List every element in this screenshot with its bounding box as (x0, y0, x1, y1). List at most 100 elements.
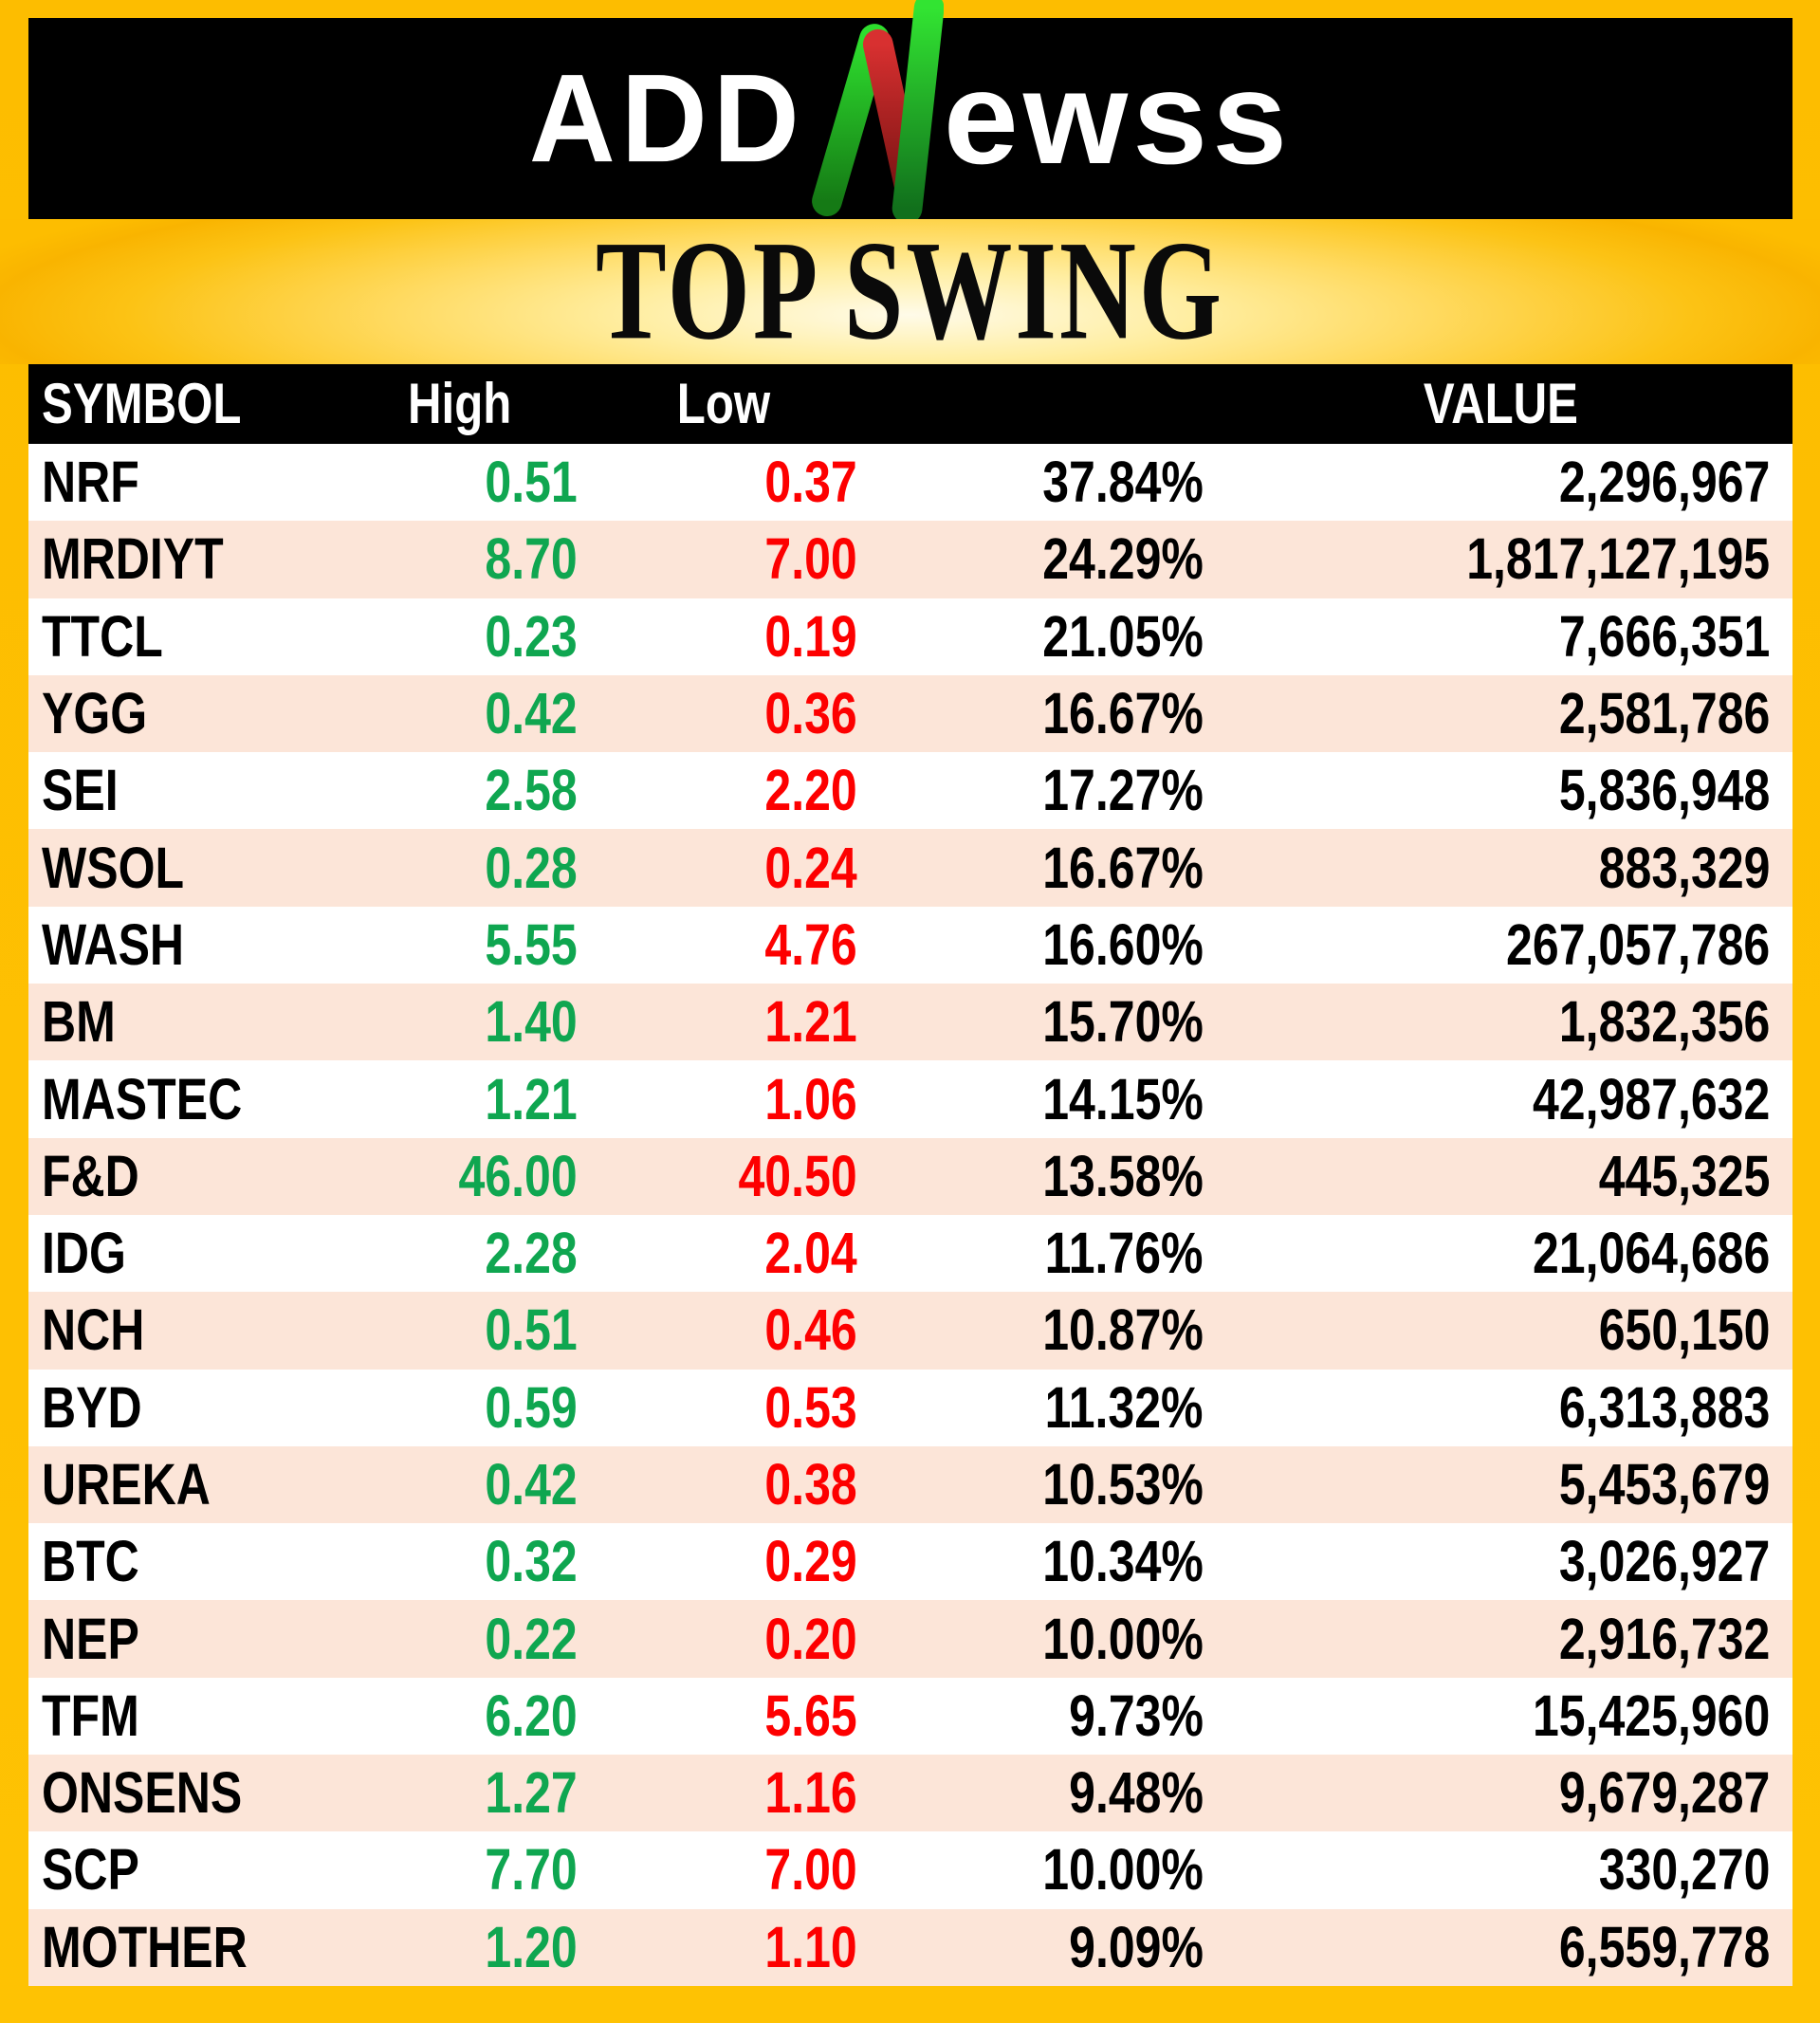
table-row: WASH 5.55 4.76 16.60% 267,057,786 (28, 906, 1792, 984)
high-cell: 5.55 (485, 911, 578, 977)
logo-ewss-text: ewss (943, 44, 1293, 193)
swing-cell: 11.32% (1045, 1374, 1204, 1440)
value-cell: 5,836,948 (1558, 758, 1770, 823)
column-header-swing (863, 395, 1209, 413)
high-cell: 1.21 (485, 1066, 578, 1131)
table-row: MOTHER 1.20 1.10 9.09% 6,559,778 (28, 1908, 1792, 1986)
table-row: YGG 0.42 0.36 16.67% 2,581,786 (28, 674, 1792, 753)
symbol-cell: SEI (42, 758, 119, 823)
symbol-cell: BYD (42, 1374, 142, 1440)
high-cell: 8.70 (485, 526, 578, 592)
value-cell: 1,832,356 (1558, 989, 1770, 1055)
logo-add-text: ADD (528, 47, 805, 189)
low-cell: 0.19 (764, 603, 857, 669)
value-cell: 445,325 (1598, 1143, 1770, 1208)
value-cell: 9,679,287 (1558, 1760, 1770, 1826)
low-cell: 0.20 (764, 1606, 857, 1671)
swing-cell: 17.27% (1042, 758, 1204, 823)
symbol-cell: UREKA (42, 1452, 211, 1517)
swing-cell: 10.87% (1042, 1297, 1204, 1363)
table-row: ONSENS 1.27 1.16 9.48% 9,679,287 (28, 1755, 1792, 1832)
low-cell: 0.29 (764, 1529, 857, 1594)
logo-candlestick-n-icon (811, 0, 944, 224)
symbol-cell: IDG (42, 1221, 126, 1286)
high-cell: 0.51 (485, 450, 578, 515)
symbol-cell: NCH (42, 1297, 145, 1363)
high-cell: 0.51 (485, 1297, 578, 1363)
table-row: TFM 6.20 5.65 9.73% 15,425,960 (28, 1677, 1792, 1756)
column-header-high: High (408, 372, 512, 435)
value-cell: 1,817,127,195 (1466, 526, 1770, 592)
swing-cell: 9.73% (1069, 1683, 1204, 1748)
swing-cell: 11.76% (1045, 1221, 1204, 1286)
table-row: NEP 0.22 0.20 10.00% 2,916,732 (28, 1600, 1792, 1678)
page-title: TOP SWING (596, 211, 1224, 370)
column-header-symbol: SYMBOL (42, 372, 242, 435)
table-row: MRDIYT 8.70 7.00 24.29% 1,817,127,195 (28, 521, 1792, 598)
high-cell: 1.20 (485, 1914, 578, 1979)
table-row: SEI 2.58 2.20 17.27% 5,836,948 (28, 752, 1792, 830)
high-cell: 6.20 (485, 1683, 578, 1748)
symbol-cell: BTC (42, 1529, 139, 1594)
table-row: SCP 7.70 7.00 10.00% 330,270 (28, 1831, 1792, 1909)
swing-cell: 10.34% (1042, 1529, 1204, 1594)
low-cell: 0.24 (764, 835, 857, 900)
table-row: NRF 0.51 0.37 37.84% 2,296,967 (28, 444, 1792, 522)
table-row: UREKA 0.42 0.38 10.53% 5,453,679 (28, 1445, 1792, 1524)
value-cell: 42,987,632 (1532, 1066, 1770, 1131)
low-cell: 5.65 (764, 1683, 857, 1748)
column-header-low: Low (676, 372, 770, 435)
value-cell: 3,026,927 (1558, 1529, 1770, 1594)
low-cell: 1.10 (764, 1914, 857, 1979)
swing-table: SYMBOL High Low VALUE NRF 0.51 0.37 37.8… (28, 364, 1792, 1986)
high-cell: 46.00 (458, 1143, 578, 1208)
value-cell: 6,313,883 (1558, 1374, 1770, 1440)
value-cell: 6,559,778 (1558, 1914, 1770, 1979)
symbol-cell: NRF (42, 450, 139, 515)
swing-cell: 16.60% (1042, 911, 1204, 977)
value-cell: 267,057,786 (1505, 911, 1770, 977)
high-cell: 7.70 (485, 1837, 578, 1903)
symbol-cell: MRDIYT (42, 526, 224, 592)
low-cell: 2.04 (764, 1221, 857, 1286)
table-row: WSOL 0.28 0.24 16.67% 883,329 (28, 829, 1792, 907)
value-cell: 650,150 (1598, 1297, 1770, 1363)
table-row: BTC 0.32 0.29 10.34% 3,026,927 (28, 1523, 1792, 1601)
symbol-cell: BM (42, 989, 116, 1055)
value-cell: 2,916,732 (1558, 1606, 1770, 1671)
swing-cell: 14.15% (1042, 1066, 1204, 1131)
low-cell: 40.50 (738, 1143, 857, 1208)
table-row: IDG 2.28 2.04 11.76% 21,064,686 (28, 1214, 1792, 1293)
swing-cell: 10.00% (1042, 1837, 1204, 1903)
high-cell: 0.42 (485, 1452, 578, 1517)
table-row: NCH 0.51 0.46 10.87% 650,150 (28, 1292, 1792, 1370)
swing-cell: 37.84% (1042, 450, 1204, 515)
low-cell: 1.21 (764, 989, 857, 1055)
high-cell: 1.27 (485, 1760, 578, 1826)
high-cell: 0.23 (485, 603, 578, 669)
value-cell: 2,581,786 (1558, 681, 1770, 746)
symbol-cell: SCP (42, 1837, 139, 1903)
logo: ADD ewss (529, 0, 1292, 246)
low-cell: 4.76 (764, 911, 857, 977)
symbol-cell: WASH (42, 911, 185, 977)
high-cell: 0.32 (485, 1529, 578, 1594)
low-cell: 1.06 (764, 1066, 857, 1131)
value-cell: 7,666,351 (1558, 603, 1770, 669)
table-row: BYD 0.59 0.53 11.32% 6,313,883 (28, 1369, 1792, 1446)
high-cell: 2.28 (485, 1221, 578, 1286)
swing-cell: 10.53% (1042, 1452, 1204, 1517)
high-cell: 0.42 (485, 681, 578, 746)
low-cell: 0.53 (764, 1374, 857, 1440)
swing-cell: 13.58% (1042, 1143, 1204, 1208)
high-cell: 1.40 (485, 989, 578, 1055)
column-header-value: VALUE (1423, 372, 1579, 435)
value-cell: 2,296,967 (1558, 450, 1770, 515)
title-band: TOP SWING (0, 212, 1820, 370)
value-cell: 15,425,960 (1532, 1683, 1770, 1748)
low-cell: 7.00 (764, 526, 857, 592)
table-row: TTCL 0.23 0.19 21.05% 7,666,351 (28, 598, 1792, 675)
table-header-row: SYMBOL High Low VALUE (28, 364, 1792, 444)
symbol-cell: TFM (42, 1683, 139, 1748)
low-cell: 0.46 (764, 1297, 857, 1363)
